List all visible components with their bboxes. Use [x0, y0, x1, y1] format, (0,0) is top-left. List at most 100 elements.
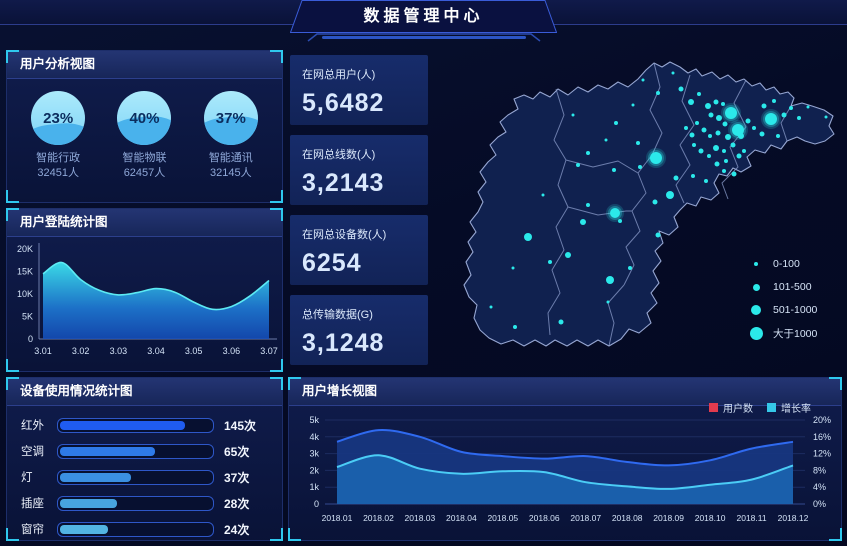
svg-text:2018.07: 2018.07 [570, 513, 601, 523]
panel-login-stats: 用户登陆统计图 0 5K 10K 15K 20K 3.01 3.02 3.03 3.04 3.05… [6, 208, 283, 372]
svg-text:3.01: 3.01 [34, 346, 52, 356]
map-dot [612, 168, 616, 172]
map-dot [650, 152, 662, 164]
map-dot-layer [489, 71, 828, 329]
svg-text:0: 0 [314, 499, 319, 509]
map-dot [725, 134, 731, 140]
gauge-percent: 23% [43, 109, 74, 127]
legend-dot-box [748, 305, 764, 315]
map-dot [708, 112, 714, 118]
map-dot [666, 191, 674, 199]
svg-text:2018.05: 2018.05 [487, 513, 518, 523]
gauge-count: 62457人 [123, 167, 166, 179]
map-dot [618, 219, 622, 223]
stat-card-column: 在网总用户(人) 5,6482 在网总线数(人) 3,2143 在网总设备数(人) 625… [290, 55, 428, 365]
svg-text:12%: 12% [813, 449, 831, 459]
map-dot [806, 105, 810, 109]
map-dot [752, 126, 756, 130]
map-dot [586, 151, 590, 155]
panel-title-device-usage: 设备使用情况统计图 [7, 378, 282, 406]
device-value: 145次 [224, 418, 257, 433]
map-dot [678, 86, 684, 92]
map-dot [604, 138, 608, 142]
map-dot [689, 132, 695, 138]
map-dot [692, 143, 696, 147]
map-dot [684, 126, 688, 130]
map-dot [715, 130, 721, 136]
device-bar-fill [60, 420, 186, 430]
stat-card: 在网总用户(人) 5,6482 [290, 55, 428, 125]
gauge-label: 智能物联 [122, 152, 167, 164]
gauge-count: 32451人 [37, 167, 79, 179]
province-map-svg[interactable] [428, 45, 847, 375]
growth-legend-item[interactable]: 增长率 [767, 400, 811, 415]
device-row: 窗帘 24次 [21, 521, 268, 537]
device-bar-fill [60, 472, 131, 482]
device-label: 红外 [21, 420, 44, 432]
stat-label: 在网总线数(人) [302, 149, 376, 161]
map-dot [606, 300, 610, 304]
map-dot [576, 163, 580, 167]
map-dot [671, 71, 675, 75]
map-dot [745, 118, 751, 124]
legend-label: 大于1000 [773, 327, 818, 340]
svg-text:2018.02: 2018.02 [363, 513, 394, 523]
map-dot [524, 233, 532, 241]
panel-title-user-analysis: 用户分析视图 [7, 51, 282, 79]
map-dot [722, 169, 726, 173]
svg-text:2018.03: 2018.03 [405, 513, 436, 523]
map-district-borders [547, 62, 792, 347]
panel-title-login-stats: 用户登陆统计图 [7, 209, 282, 237]
stat-value: 6254 [302, 249, 362, 277]
map-legend-item: 501-1000 [748, 303, 817, 317]
device-bar-fill [60, 498, 118, 508]
map-dot [797, 116, 801, 120]
page-title: 数据管理中心 [363, 8, 484, 25]
map-dot [655, 232, 661, 238]
svg-text:3k: 3k [309, 449, 319, 459]
device-bar-fill [60, 446, 156, 456]
user-growth-chart[interactable]: 0 0% 1k 4% 2k 8% 3k 12% 4k 16% 5k 20% 2018.01 2018.02… [295, 406, 837, 538]
svg-text:2018.10: 2018.10 [695, 513, 726, 523]
svg-text:2018.01: 2018.01 [322, 513, 353, 523]
map-dot [722, 149, 726, 153]
svg-text:2018.04: 2018.04 [446, 513, 477, 523]
device-label: 空调 [21, 446, 44, 458]
login-trend-chart[interactable]: 0 5K 10K 15K 20K 3.01 3.02 3.03 3.04 3.05 3.06 3.07 [7, 237, 284, 371]
map-dot [781, 112, 787, 118]
svg-text:3.02: 3.02 [72, 346, 90, 356]
gauge: 40% 智能物联 62457人 [104, 91, 184, 180]
svg-text:4%: 4% [813, 482, 826, 492]
map-dot [691, 174, 695, 178]
stat-value: 3,1248 [302, 329, 385, 357]
title-banner: 数据管理中心 [289, 0, 558, 33]
gauge-percent: 37% [215, 109, 246, 127]
panel-user-growth: 用户增长视图 用户数 增长率 0 0% 1k 4% 2k 8% 3k 12% 4k 16% 5k 20%… [288, 377, 842, 541]
device-bar-track [57, 521, 214, 537]
map-dot [701, 127, 707, 133]
gauge-label: 智能通讯 [208, 152, 253, 164]
panel-device-usage: 设备使用情况统计图 红外 145次 空调 65次灯 37次 插座 28次 窗帘 24次 [6, 377, 283, 541]
svg-text:2018.06: 2018.06 [529, 513, 560, 523]
legend-label: 用户数 [723, 404, 753, 415]
map-dot [513, 325, 517, 329]
device-value: 65次 [224, 444, 250, 459]
legend-swatch [767, 403, 776, 412]
growth-legend-item[interactable]: 用户数 [709, 400, 753, 415]
map-dot [606, 276, 614, 284]
panel-user-analysis: 用户分析视图 23% 智能行政 32451人 40% 智能物联 62457人 37% 智能通讯… [6, 50, 283, 203]
map-dot [761, 103, 767, 109]
gauge: 23% 智能行政 32451人 [18, 91, 98, 180]
map-dot [697, 92, 701, 96]
map-dot [705, 103, 711, 109]
banner-underline [307, 33, 541, 42]
map-dot [704, 179, 708, 183]
svg-text:3.05: 3.05 [185, 346, 203, 356]
stat-label: 总传输数据(G) [302, 309, 373, 321]
legend-label: 501-1000 [773, 304, 818, 316]
map-dot [713, 145, 719, 151]
legend-swatch [709, 403, 718, 412]
svg-text:10K: 10K [17, 289, 33, 299]
device-value: 24次 [224, 522, 250, 537]
